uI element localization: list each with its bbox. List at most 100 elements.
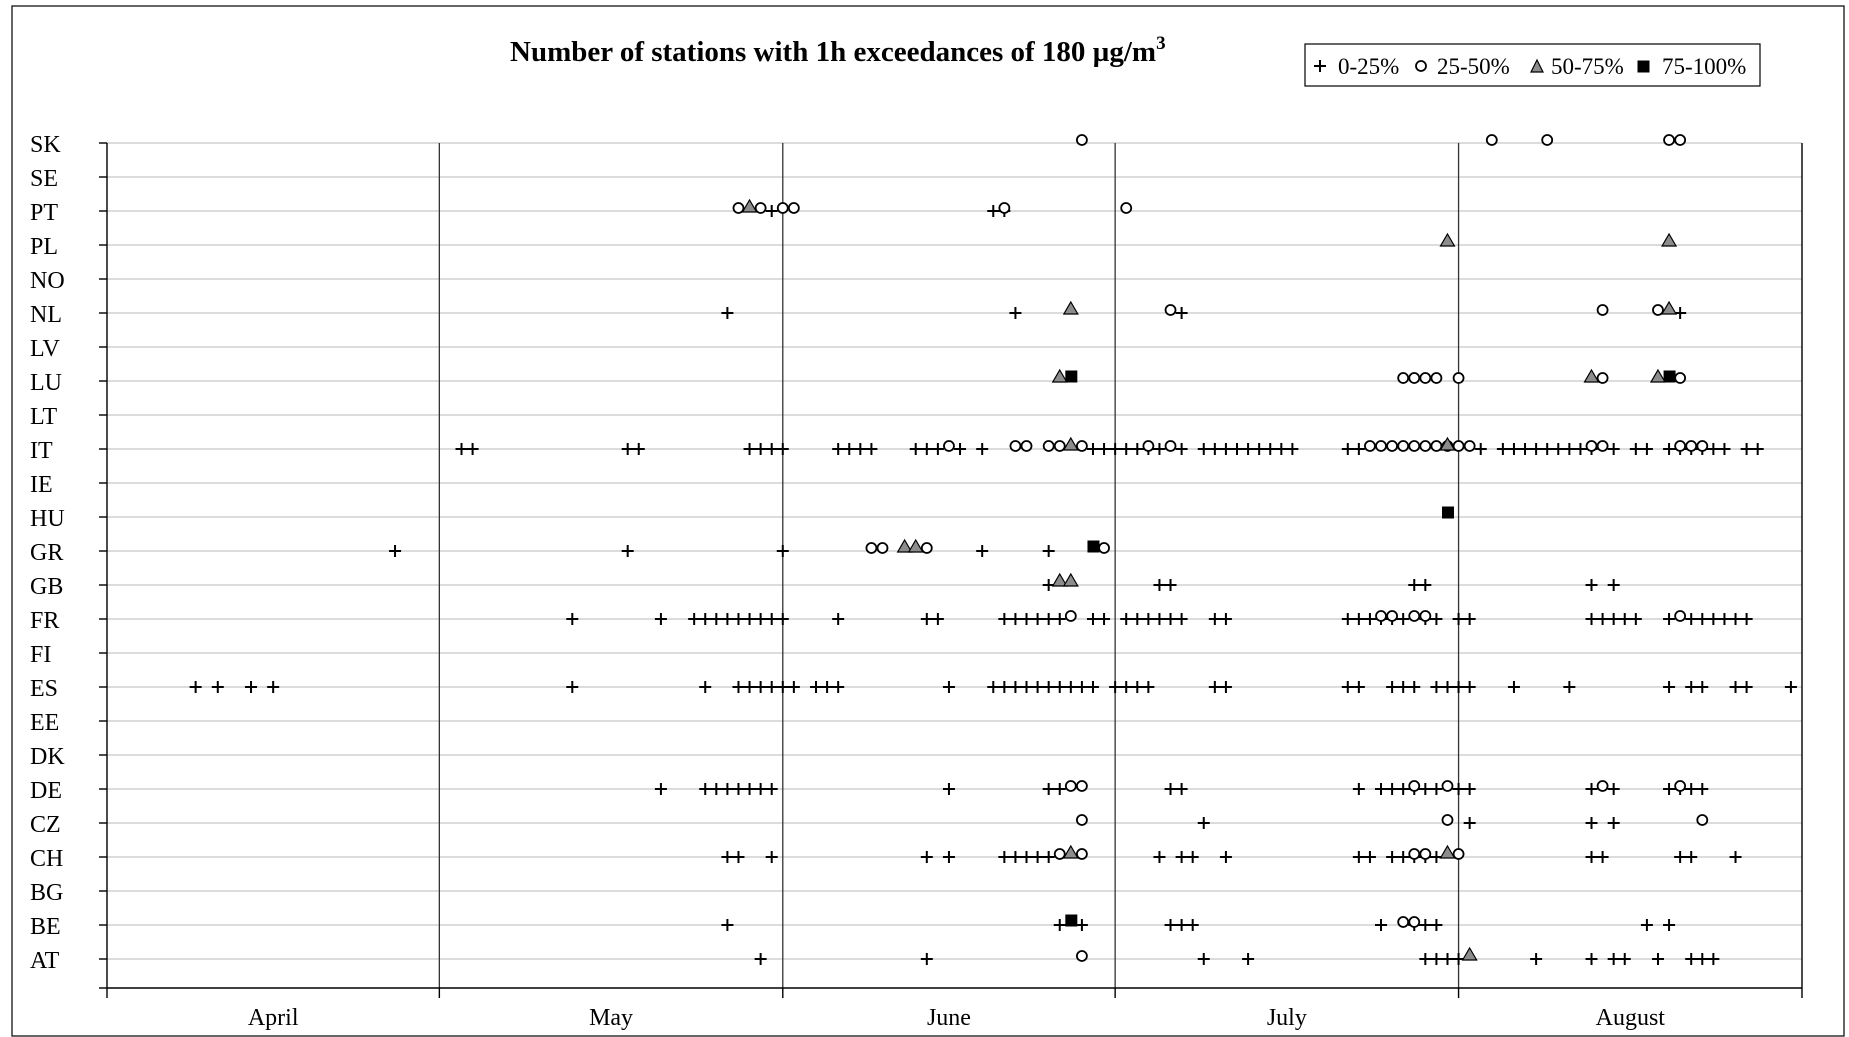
y-label-pt: PT — [30, 200, 58, 226]
plus-marker-it — [1530, 443, 1543, 455]
plus-marker-fr — [743, 613, 756, 625]
plus-marker-it — [1663, 443, 1676, 455]
plus-marker-es — [1507, 681, 1520, 693]
plus-marker-de — [1663, 783, 1676, 795]
plus-marker-es — [942, 681, 955, 693]
plus-marker-fr — [566, 613, 579, 625]
circle-marker-fr — [1408, 610, 1421, 622]
plus-marker-de — [1585, 783, 1598, 795]
circle-marker-lu — [1419, 372, 1432, 384]
plus-marker-fr — [1629, 613, 1642, 625]
plus-marker-es — [1430, 681, 1443, 693]
plus-marker-it — [1197, 443, 1210, 455]
chart-title-superscript: 3 — [1156, 33, 1166, 54]
square-marker-lu — [1065, 370, 1078, 383]
plus-marker-de — [1696, 783, 1709, 795]
chart-title-main: Number of stations with 1h exceedances o… — [510, 36, 1156, 68]
circle-marker-it — [1076, 440, 1088, 452]
plus-marker-fr — [1153, 613, 1166, 625]
plus-marker-de — [1175, 783, 1188, 795]
plus-marker-it — [1707, 443, 1720, 455]
plus-marker-es — [1009, 681, 1022, 693]
circle-marker-it — [1674, 440, 1687, 452]
plus-marker-at — [1419, 953, 1432, 965]
y-label-at: AT — [30, 948, 60, 974]
axes — [99, 142, 1803, 998]
circle-marker-it — [1364, 440, 1376, 452]
circle-marker-it — [1430, 440, 1443, 452]
y-label-bg: BG — [30, 880, 63, 906]
plus-marker-es — [810, 681, 823, 693]
plus-marker-fr — [1352, 613, 1365, 625]
plus-marker-gb — [1607, 579, 1620, 591]
plus-marker-it — [765, 443, 778, 455]
circle-marker-gr — [920, 542, 933, 554]
plus-marker-it — [1574, 443, 1587, 455]
triangle-marker-gb — [1051, 572, 1068, 587]
plus-marker-at — [920, 953, 933, 965]
plus-marker-cz — [1585, 817, 1598, 829]
circle-marker-ch — [1452, 848, 1465, 860]
circle-marker-lu — [1430, 372, 1443, 384]
gridlines — [107, 142, 1802, 960]
plus-marker-it — [1552, 443, 1565, 455]
plus-marker-es — [1120, 681, 1133, 693]
plus-marker-es — [1663, 681, 1676, 693]
circle-marker-it — [1419, 440, 1432, 452]
plus-marker-be — [1053, 919, 1066, 931]
plus-marker-fr — [1164, 613, 1177, 625]
circle-marker-be — [1408, 916, 1421, 928]
plus-marker-de — [1463, 783, 1476, 795]
plus-marker-de — [1352, 783, 1365, 795]
y-label-nl: NL — [30, 302, 62, 328]
plus-marker-fr — [1718, 613, 1731, 625]
plus-marker-gb — [1153, 579, 1166, 591]
plus-marker-pt — [765, 205, 778, 217]
y-label-lu: LU — [30, 370, 62, 396]
y-label-se: SE — [30, 166, 58, 192]
plus-marker-fr — [1098, 613, 1111, 625]
circle-marker-fr — [1674, 610, 1687, 622]
circle-marker-pt — [787, 202, 800, 214]
plus-marker-es — [987, 681, 1000, 693]
y-label-ch: CH — [30, 846, 63, 872]
plus-marker-at — [1651, 953, 1664, 965]
circle-marker-it — [1042, 440, 1055, 452]
plus-marker-ch — [920, 851, 933, 863]
legend-item-plus: 0-25% — [1314, 54, 1399, 79]
plus-marker-it — [1563, 443, 1576, 455]
plus-marker-fr — [654, 613, 667, 625]
plus-marker-de — [1375, 783, 1388, 795]
plus-marker-be — [721, 919, 734, 931]
plus-marker-es — [211, 681, 224, 693]
plus-marker-ch — [765, 851, 778, 863]
triangle-marker-ch — [1439, 844, 1456, 859]
plus-marker-fr — [1463, 613, 1476, 625]
x-label-april: April — [248, 1005, 299, 1031]
y-label-de: DE — [30, 778, 62, 804]
circle-marker-lu — [1408, 372, 1421, 384]
plus-marker-it — [854, 443, 867, 455]
plus-marker-cz — [1197, 817, 1210, 829]
triangle-marker-lu — [1051, 368, 1068, 383]
plus-marker-gb — [1419, 579, 1432, 591]
plus-marker-fr — [998, 613, 1011, 625]
plus-marker-ch — [1153, 851, 1166, 863]
plus-marker-de — [654, 783, 667, 795]
plus-marker-fr — [931, 613, 944, 625]
plus-marker-ch — [721, 851, 734, 863]
plus-marker-ch — [1685, 851, 1698, 863]
plus-marker-ch — [1386, 851, 1399, 863]
plus-marker-fr — [1397, 613, 1410, 625]
plus-marker-fr — [1031, 613, 1044, 625]
plus-marker-es — [998, 681, 1011, 693]
plus-marker-de — [1042, 783, 1055, 795]
circle-marker-gr — [865, 542, 878, 554]
plus-marker-it — [1208, 443, 1221, 455]
circle-marker-sk — [1485, 134, 1498, 146]
plus-marker-es — [732, 681, 745, 693]
plus-marker-es — [1397, 681, 1410, 693]
plus-marker-de — [1607, 783, 1620, 795]
plus-marker-fr — [920, 613, 933, 625]
plus-marker-es — [566, 681, 579, 693]
